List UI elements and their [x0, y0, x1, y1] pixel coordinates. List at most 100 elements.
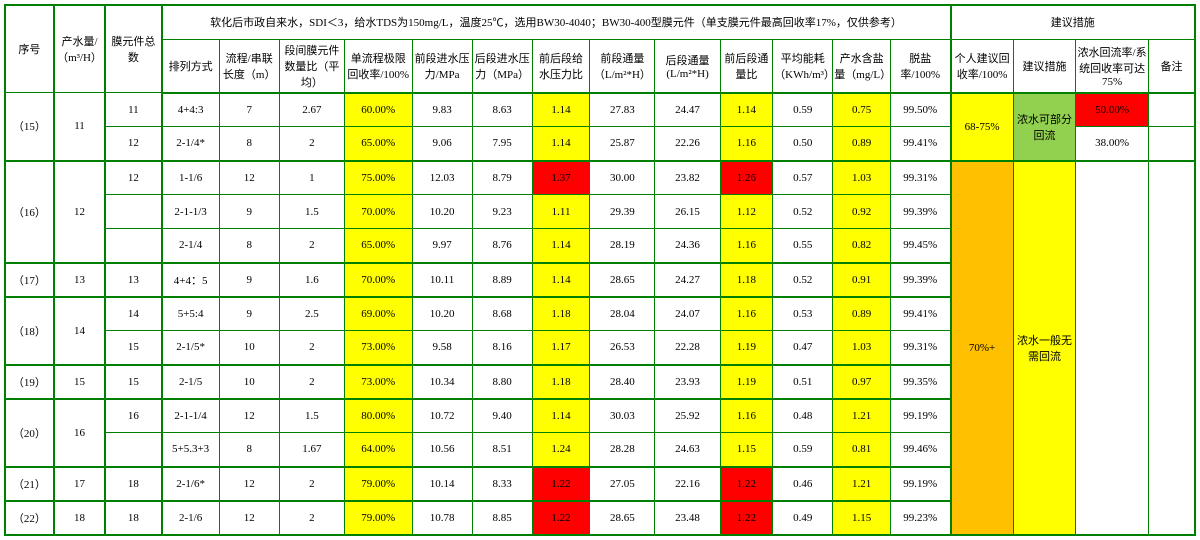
cell-ff: 30.00 [590, 161, 655, 195]
col-measures-title: 建议措施 [951, 5, 1195, 39]
cell-tds: 0.92 [833, 195, 891, 229]
cell-pr: 1.18 [532, 297, 590, 331]
col-rec: 单流程极限回收率/100% [344, 39, 412, 93]
cell-fr: 1.22 [720, 467, 773, 501]
cell-tds: 0.89 [833, 127, 891, 161]
cell-ff: 28.40 [590, 365, 655, 399]
cell-len: 9 [219, 263, 279, 297]
cell-seq: （15） [5, 93, 54, 161]
cell-mem: 12 [105, 161, 161, 195]
cell-salt: 99.35% [890, 365, 950, 399]
cell-water: 14 [54, 297, 105, 365]
cell-water: 12 [54, 161, 105, 263]
cell-rec: 75.00% [344, 161, 412, 195]
cell-arr: 4+4:3 [162, 93, 220, 127]
cell-rec: 65.00% [344, 127, 412, 161]
cell-fr: 1.16 [720, 127, 773, 161]
cell-ff: 26.53 [590, 331, 655, 365]
cell-bp: 8.79 [472, 161, 532, 195]
cell-bf: 22.26 [655, 127, 720, 161]
cell-bp: 7.95 [472, 127, 532, 161]
cell-bp: 9.40 [472, 399, 532, 433]
cell-pr: 1.11 [532, 195, 590, 229]
cell-bp: 8.68 [472, 297, 532, 331]
cell-arr: 2-1-1/4 [162, 399, 220, 433]
cell-bf: 24.07 [655, 297, 720, 331]
col-water: 产水量/（m³/H） [54, 5, 105, 93]
cell-ff: 30.03 [590, 399, 655, 433]
cell-fp: 12.03 [412, 161, 472, 195]
col-desc-title: 软化后市政自来水，SDI＜3，给水TDS为150mg/L，温度25℃，选用BW3… [162, 5, 951, 39]
cell-fr: 1.19 [720, 365, 773, 399]
cell-arr: 2-1/5 [162, 365, 220, 399]
cell-fr: 1.19 [720, 331, 773, 365]
cell-seq: （16） [5, 161, 54, 263]
cell-bp: 8.33 [472, 467, 532, 501]
cell-arr: 2-1/6* [162, 467, 220, 501]
cell-pw: 0.46 [773, 467, 833, 501]
col-advice: 建议措施 [1013, 39, 1076, 93]
cell-fr: 1.16 [720, 399, 773, 433]
cell-bp: 8.76 [472, 229, 532, 263]
cell-tds: 0.97 [833, 365, 891, 399]
cell-note [1148, 93, 1195, 127]
cell-pr: 1.14 [532, 127, 590, 161]
cell-bp: 8.51 [472, 433, 532, 467]
cell-arr: 5+5:4 [162, 297, 220, 331]
cell-ratio: 1 [279, 161, 344, 195]
cell-len: 7 [219, 93, 279, 127]
cell-pr: 1.22 [532, 467, 590, 501]
cell-salt: 99.19% [890, 399, 950, 433]
cell-tds: 0.75 [833, 93, 891, 127]
col-fp: 前段进水压力/MPa [412, 39, 472, 93]
cell-salt: 99.31% [890, 331, 950, 365]
cell-salt: 99.41% [890, 297, 950, 331]
cell-fr: 1.18 [720, 263, 773, 297]
cell-fr: 1.14 [720, 93, 773, 127]
cell-mem: 18 [105, 467, 161, 501]
cell-salt: 99.46% [890, 433, 950, 467]
cell-rrec [1076, 161, 1149, 535]
cell-water: 16 [54, 399, 105, 467]
cell-ratio: 2 [279, 365, 344, 399]
cell-fp: 9.83 [412, 93, 472, 127]
cell-water: 11 [54, 93, 105, 161]
cell-len: 12 [219, 399, 279, 433]
cell-pw: 0.57 [773, 161, 833, 195]
cell-salt: 99.50% [890, 93, 950, 127]
cell-ff: 28.04 [590, 297, 655, 331]
cell-seq: （17） [5, 263, 54, 297]
cell-pw: 0.47 [773, 331, 833, 365]
cell-salt: 99.45% [890, 229, 950, 263]
cell-tds: 0.81 [833, 433, 891, 467]
cell-pw: 0.52 [773, 195, 833, 229]
cell-pw: 0.59 [773, 433, 833, 467]
cell-bf: 24.63 [655, 433, 720, 467]
cell-bf: 24.36 [655, 229, 720, 263]
cell-rec: 73.00% [344, 331, 412, 365]
cell-ratio: 2 [279, 331, 344, 365]
cell-rrec: 50.00% [1076, 93, 1149, 127]
cell-tds: 1.21 [833, 467, 891, 501]
cell-ratio: 2 [279, 229, 344, 263]
cell-arr: 2-1/4* [162, 127, 220, 161]
col-pr: 前后段给水压力比 [532, 39, 590, 93]
cell-len: 10 [219, 365, 279, 399]
cell-ratio: 1.67 [279, 433, 344, 467]
col-note: 备注 [1148, 39, 1195, 93]
cell-tds: 0.89 [833, 297, 891, 331]
col-seq: 序号 [5, 5, 54, 93]
cell-arr: 2-1/4 [162, 229, 220, 263]
cell-seq: （18） [5, 297, 54, 365]
cell-pw: 0.50 [773, 127, 833, 161]
cell-ratio: 2.5 [279, 297, 344, 331]
cell-ratio: 1.5 [279, 195, 344, 229]
cell-mem: 13 [105, 263, 161, 297]
cell-suggest-range: 70%+ [951, 161, 1014, 535]
cell-suggest-range: 68-75% [951, 93, 1014, 161]
cell-bp: 8.63 [472, 93, 532, 127]
cell-bf: 22.16 [655, 467, 720, 501]
cell-fp: 10.20 [412, 195, 472, 229]
cell-pr: 1.17 [532, 331, 590, 365]
cell-bf: 23.82 [655, 161, 720, 195]
